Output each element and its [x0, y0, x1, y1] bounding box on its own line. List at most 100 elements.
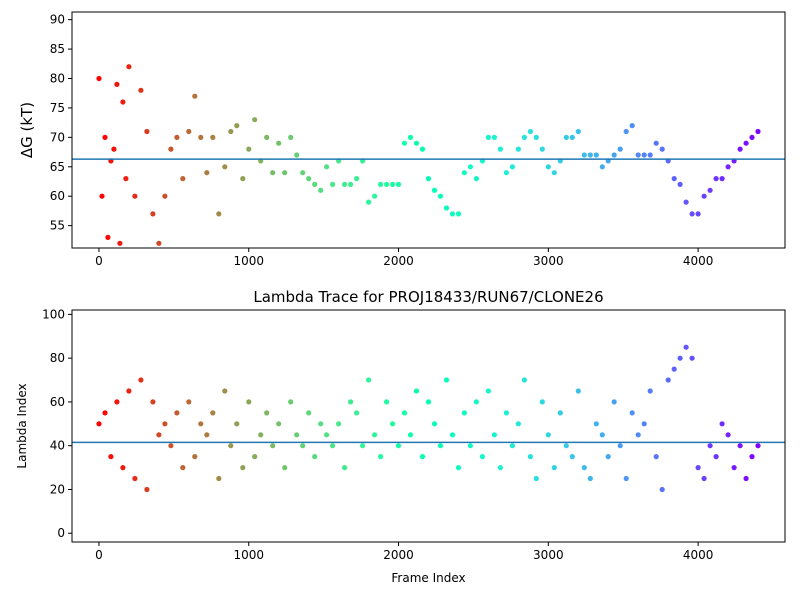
lambda-point: [473, 399, 479, 405]
x-tick-label: 2000: [383, 548, 414, 562]
dg-point: [695, 211, 701, 217]
dg-point: [545, 164, 551, 170]
lambda-point: [551, 465, 557, 471]
dg-point: [192, 93, 198, 99]
lambda-point: [485, 388, 491, 394]
lambda-point: [509, 443, 515, 449]
lambda-point: [240, 465, 246, 471]
lambda-point: [629, 410, 635, 416]
lambda-point: [192, 454, 198, 460]
lambda-point: [659, 486, 665, 493]
lambda-point: [707, 443, 713, 449]
lambda-point: [647, 388, 653, 394]
lambda-point: [713, 454, 719, 460]
dg-point: [276, 140, 282, 146]
lambda-point: [695, 465, 701, 471]
y-tick-label: 75: [50, 101, 65, 115]
dg-point: [270, 170, 276, 176]
dg-point: [737, 146, 743, 152]
lambda-point: [689, 355, 695, 361]
dg-point: [282, 170, 288, 176]
dg-point: [96, 75, 102, 82]
dg-points: [96, 64, 761, 246]
dg-point: [186, 128, 192, 135]
lambda-point: [521, 377, 528, 383]
dg-point: [126, 64, 132, 70]
lambda-point: [378, 454, 384, 460]
lambda-point: [132, 475, 138, 482]
y-tick-label: 60: [50, 395, 65, 409]
dg-point: [749, 134, 755, 140]
dg-point: [174, 134, 180, 140]
lambda-point: [617, 443, 623, 449]
lambda-point: [324, 432, 330, 438]
dg-point: [330, 181, 336, 187]
dg-point: [395, 181, 402, 187]
dg-point: [725, 164, 731, 170]
lambda-point: [545, 432, 551, 438]
lambda-point: [701, 475, 707, 482]
dg-point: [102, 134, 108, 140]
dg-point: [425, 176, 432, 182]
y-tick-label: 65: [50, 160, 65, 174]
y-tick-label: 100: [42, 307, 65, 321]
dg-point: [527, 128, 534, 135]
lambda-point: [611, 399, 617, 405]
dg-point: [156, 240, 162, 246]
lambda-point: [455, 465, 462, 471]
dg-point: [234, 123, 240, 129]
dg-point: [431, 187, 438, 193]
lambda-point: [641, 421, 647, 427]
lambda-point: [743, 475, 749, 482]
lambda-point: [671, 366, 677, 372]
dg-point: [168, 146, 174, 152]
lambda-point: [503, 410, 509, 416]
dg-point: [114, 81, 120, 87]
dg-point: [521, 134, 528, 140]
lambda-point: [569, 454, 575, 460]
dg-point: [144, 128, 150, 135]
y-tick-label: 40: [50, 439, 65, 453]
dg-point: [713, 176, 719, 182]
y-tick-label: 60: [50, 189, 65, 203]
x-tick-label: 0: [95, 548, 103, 562]
dg-point: [378, 181, 384, 187]
lambda-point: [186, 399, 192, 405]
dg-point: [312, 181, 318, 187]
lambda-point: [294, 432, 300, 438]
dg-point: [473, 176, 479, 182]
dg-point: [671, 176, 677, 182]
y-tick-label: 90: [50, 13, 65, 27]
dg-point: [581, 152, 587, 158]
lambda-y-axis-label: Lambda Index: [15, 383, 29, 468]
lambda-point: [96, 421, 102, 427]
dg-point: [354, 176, 360, 182]
lambda-point: [156, 432, 162, 438]
lambda-point: [431, 421, 438, 427]
lambda-point: [282, 465, 288, 471]
lambda-point: [150, 399, 156, 405]
dg-point: [647, 152, 653, 158]
dg-point: [611, 152, 617, 158]
lambda-point: [449, 432, 456, 438]
lambda-point: [234, 421, 240, 427]
dg-point: [198, 134, 204, 140]
lambda-ticks: 0 1000 2000 3000 4000 0 20 40 60 80 100: [42, 307, 713, 562]
lambda-point: [252, 454, 258, 460]
dg-point: [240, 176, 246, 182]
lambda-point: [587, 475, 593, 482]
lambda-point: [425, 399, 432, 405]
lambda-point: [174, 410, 180, 416]
dg-point: [491, 134, 497, 140]
lambda-point: [635, 432, 641, 438]
lambda-point: [755, 443, 761, 449]
dg-point: [288, 134, 294, 140]
dg-point: [485, 134, 491, 140]
lambda-point: [270, 443, 276, 449]
dg-y-axis-label: ΔG (kT): [18, 102, 36, 158]
lambda-point: [114, 399, 120, 405]
dg-point: [689, 211, 695, 217]
dg-point: [437, 193, 444, 199]
dg-point: [539, 146, 545, 152]
lambda-point: [437, 443, 444, 449]
